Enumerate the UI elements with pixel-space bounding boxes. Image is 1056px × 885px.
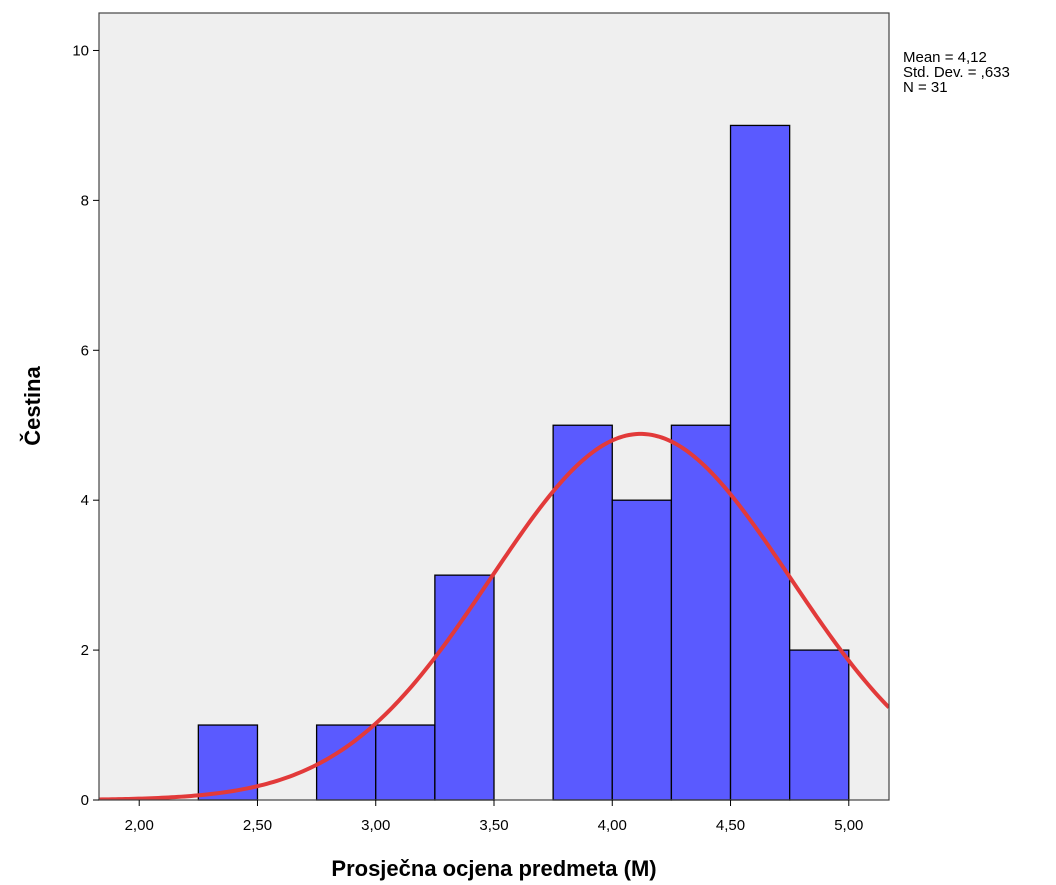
x-tick-label-0: 2,00 bbox=[125, 817, 154, 834]
x-tick-label-6: 5,00 bbox=[834, 817, 863, 834]
y-tick-label-5: 10 bbox=[72, 42, 89, 59]
y-tick-label-3: 6 bbox=[81, 342, 89, 359]
stats-mean: Mean = 4,12 bbox=[903, 49, 987, 66]
normal-curve bbox=[99, 431, 889, 800]
stats-n: N = 31 bbox=[903, 79, 948, 96]
x-tick-label-2: 3,00 bbox=[361, 817, 390, 834]
histogram-bar-6 bbox=[670, 424, 732, 801]
histogram-bar-2 bbox=[375, 724, 436, 801]
x-axis-title: Prosječna ocjena predmeta (M) bbox=[331, 856, 656, 881]
x-tick-label-4: 4,00 bbox=[598, 817, 627, 834]
histogram-bar-7 bbox=[729, 124, 791, 801]
x-tick-label-5: 4,50 bbox=[716, 817, 745, 834]
histogram-bar-5 bbox=[611, 499, 673, 801]
y-tick-label-0: 0 bbox=[81, 792, 89, 809]
x-tick-label-3: 3,50 bbox=[479, 817, 508, 834]
stats-std-dev: Std. Dev. = ,633 bbox=[903, 64, 1010, 81]
y-axis-title: Čestina bbox=[20, 366, 45, 446]
y-tick-label-1: 2 bbox=[81, 642, 89, 659]
x-tick-label-1: 2,50 bbox=[243, 817, 272, 834]
histogram-bar-4 bbox=[552, 424, 613, 801]
histogram-bar-8 bbox=[789, 649, 850, 801]
y-tick-label-2: 4 bbox=[81, 492, 89, 509]
stats-box: Mean = 4,12 Std. Dev. = ,633 N = 31 bbox=[903, 50, 1010, 95]
y-tick-label-4: 8 bbox=[81, 192, 89, 209]
histogram-bar-3 bbox=[434, 574, 495, 801]
histogram-bar-1 bbox=[315, 724, 377, 801]
